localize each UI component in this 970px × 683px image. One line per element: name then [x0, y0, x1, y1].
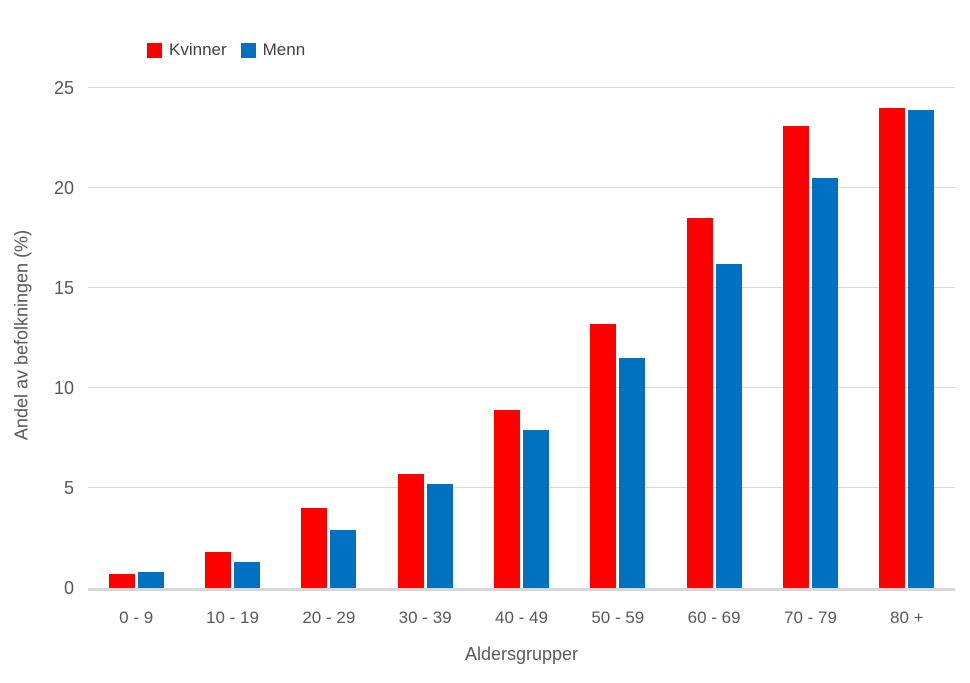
plot-area: [88, 87, 955, 591]
bar-kvinner-30-39: [397, 474, 424, 588]
y-tick-label-25: 25: [53, 78, 74, 98]
y-tick-label-20: 20: [53, 178, 74, 198]
bar-menn-40-49: [522, 430, 549, 588]
x-tick-label-30-39: 30 - 39: [398, 608, 452, 627]
bar-menn-20-29: [330, 530, 357, 588]
bar-menn-0-9: [137, 572, 164, 588]
y-tick-label-10: 10: [53, 378, 74, 398]
legend-item-menn: Menn: [240, 40, 306, 60]
bar-kvinner-70-79: [782, 126, 809, 588]
legend-label-kvinner: Kvinner: [169, 40, 227, 59]
bar-group-70-79: [762, 88, 858, 588]
gridline-5: [88, 487, 955, 488]
bar-group-0-9: [88, 88, 184, 588]
bar-kvinner-80+: [879, 108, 906, 588]
bar-kvinner-20-29: [301, 508, 328, 588]
bar-kvinner-60-69: [686, 218, 713, 588]
x-tick-labels: 0 - 9 10 - 19 20 - 29 30 - 39 40 - 49 50 - 59…: [88, 605, 955, 631]
bar-menn-70-79: [811, 178, 838, 588]
bar-menn-60-69: [715, 264, 742, 588]
y-tick-label-15: 15: [53, 278, 74, 298]
x-tick-label-80+: 80 +: [890, 608, 924, 627]
bar-kvinner-40-49: [493, 410, 520, 588]
bar-group-30-39: [377, 88, 473, 588]
y-tick-labels: 0 5 10 15 20 25: [0, 78, 74, 598]
x-tick-label-60-69: 60 - 69: [687, 608, 741, 627]
gridline-25: [88, 87, 955, 88]
x-tick-label-20-29: 20 - 29: [302, 608, 356, 627]
bar-menn-30-39: [426, 484, 453, 588]
bar-group-60-69: [666, 88, 762, 588]
x-tick-label-10-19: 10 - 19: [206, 608, 259, 627]
bar-group-40-49: [473, 88, 569, 588]
bar-menn-50-59: [619, 358, 646, 588]
legend-item-kvinner: Kvinner: [147, 40, 227, 60]
bar-kvinner-10-19: [204, 552, 231, 588]
gridline-20: [88, 187, 955, 188]
gridline-10: [88, 387, 955, 388]
bar-menn-80+: [908, 110, 935, 588]
x-tick-label-0-9: 0 - 9: [119, 608, 154, 627]
legend-swatch-menn-icon: [240, 42, 256, 58]
bar-group-10-19: [184, 88, 280, 588]
x-tick-label-40-49: 40 - 49: [495, 608, 548, 627]
bar-group-80+: [859, 88, 955, 588]
bar-kvinner-50-59: [590, 324, 617, 588]
legend: Kvinner Menn: [147, 40, 305, 60]
y-tick-label-5: 5: [63, 478, 74, 498]
x-tick-label-50-59: 50 - 59: [591, 608, 645, 627]
bar-groups: [88, 88, 955, 588]
gridline-15: [88, 287, 955, 288]
x-axis-line: [88, 588, 955, 591]
bar-menn-10-19: [233, 562, 260, 588]
bar-kvinner-0-9: [108, 574, 135, 588]
x-axis-title: Aldersgrupper: [464, 644, 579, 664]
bar-group-20-29: [281, 88, 377, 588]
x-tick-label-70-79: 70 - 79: [783, 608, 837, 627]
legend-label-menn: Menn: [262, 40, 306, 59]
bar-group-50-59: [570, 88, 666, 588]
legend-swatch-kvinner-icon: [147, 42, 162, 58]
y-tick-label-0: 0: [63, 578, 74, 598]
